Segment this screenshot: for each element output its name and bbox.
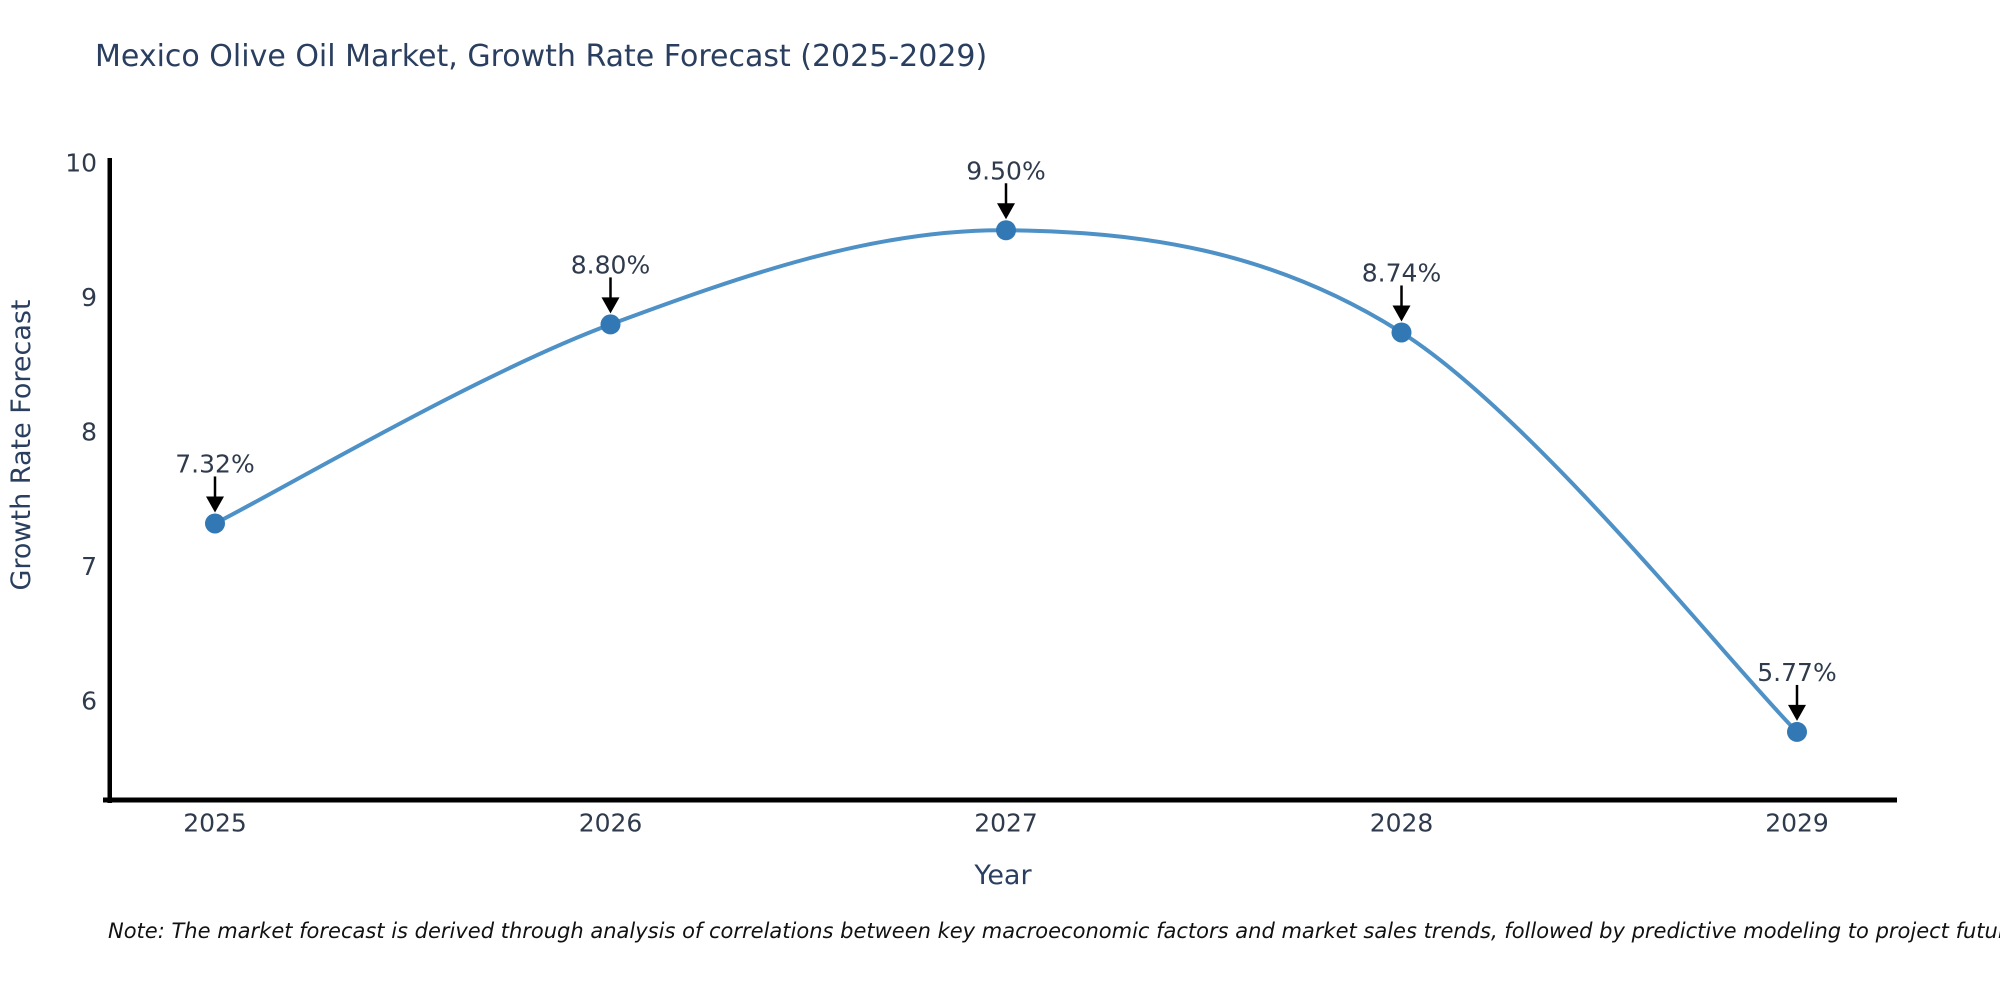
x-axis-tick-labels: 2025 2026 2027 2028 2029 [183, 809, 1829, 838]
y-tick-label: 9 [81, 283, 97, 312]
point-value-label: 9.50% [966, 156, 1045, 185]
x-tick-label: 2026 [579, 809, 643, 838]
data-point-marker[interactable] [205, 513, 225, 534]
point-value-label: 5.77% [1757, 658, 1836, 687]
data-point-marker[interactable] [1787, 721, 1807, 742]
forecast-series [205, 220, 1807, 742]
y-axis-tick-labels: 10 9 8 7 6 [65, 149, 97, 716]
point-value-label: 8.74% [1362, 258, 1441, 287]
x-axis-title: Year [973, 860, 1032, 891]
y-tick-label: 6 [81, 687, 97, 716]
y-tick-label: 10 [65, 149, 97, 178]
x-tick-label: 2028 [1370, 809, 1434, 838]
x-tick-label: 2025 [183, 809, 247, 838]
y-axis-title: Growth Rate Forecast [6, 299, 37, 590]
x-axis-spine [103, 797, 1897, 803]
point-value-label: 8.80% [571, 250, 650, 279]
data-point-marker[interactable] [600, 314, 621, 335]
annotation-arrowhead-icon [1788, 704, 1806, 721]
x-tick-label: 2029 [1765, 809, 1829, 838]
data-point-marker[interactable] [1391, 322, 1412, 343]
x-tick-label: 2027 [974, 809, 1038, 838]
annotation-arrowhead-icon [206, 496, 224, 513]
axes [103, 158, 1897, 803]
annotation-arrowhead-icon [601, 297, 620, 314]
footnote: Note: The market forecast is derived thr… [108, 919, 2000, 943]
annotation-arrowhead-icon [1392, 305, 1411, 322]
forecast-line [213, 228, 1799, 734]
point-annotations: 7.32% 8.80% 9.50% 8.74% 5.77% [175, 156, 1837, 721]
y-tick-label: 7 [81, 552, 97, 581]
point-value-label: 7.32% [175, 449, 254, 478]
chart-title: Mexico Olive Oil Market, Growth Rate For… [95, 39, 987, 74]
y-axis-spine [107, 158, 112, 803]
y-tick-label: 8 [81, 418, 97, 447]
data-point-marker[interactable] [996, 220, 1016, 241]
annotation-arrowhead-icon [997, 203, 1015, 220]
